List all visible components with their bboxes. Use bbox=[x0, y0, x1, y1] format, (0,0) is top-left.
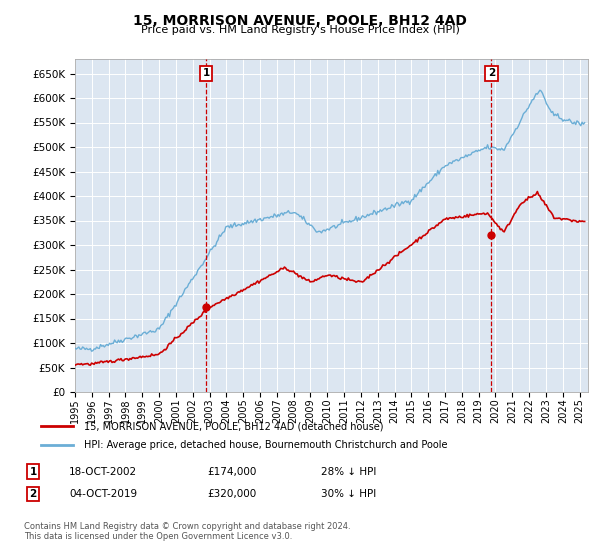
Text: 2: 2 bbox=[488, 68, 495, 78]
Text: 28% ↓ HPI: 28% ↓ HPI bbox=[321, 466, 376, 477]
Text: Price paid vs. HM Land Registry's House Price Index (HPI): Price paid vs. HM Land Registry's House … bbox=[140, 25, 460, 35]
Text: 04-OCT-2019: 04-OCT-2019 bbox=[69, 489, 137, 499]
Text: HPI: Average price, detached house, Bournemouth Christchurch and Poole: HPI: Average price, detached house, Bour… bbox=[84, 440, 448, 450]
Text: 30% ↓ HPI: 30% ↓ HPI bbox=[321, 489, 376, 499]
Text: 1: 1 bbox=[29, 466, 37, 477]
Text: Contains HM Land Registry data © Crown copyright and database right 2024.
This d: Contains HM Land Registry data © Crown c… bbox=[24, 522, 350, 542]
Text: £174,000: £174,000 bbox=[207, 466, 256, 477]
Text: 2: 2 bbox=[29, 489, 37, 499]
Text: £320,000: £320,000 bbox=[207, 489, 256, 499]
Text: 15, MORRISON AVENUE, POOLE, BH12 4AD (detached house): 15, MORRISON AVENUE, POOLE, BH12 4AD (de… bbox=[84, 421, 383, 431]
Text: 18-OCT-2002: 18-OCT-2002 bbox=[69, 466, 137, 477]
Text: 15, MORRISON AVENUE, POOLE, BH12 4AD: 15, MORRISON AVENUE, POOLE, BH12 4AD bbox=[133, 14, 467, 28]
Text: 1: 1 bbox=[202, 68, 209, 78]
